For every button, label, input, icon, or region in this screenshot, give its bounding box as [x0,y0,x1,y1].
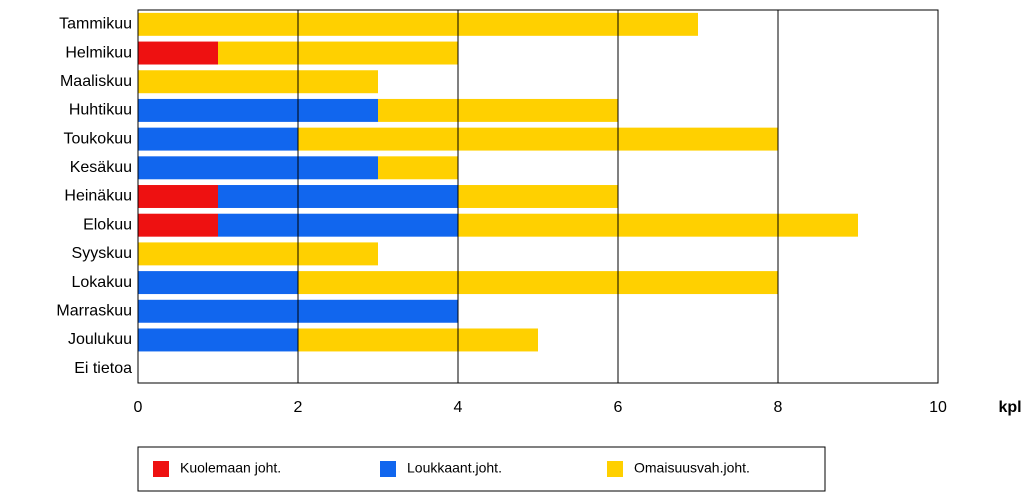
bar-segment [138,98,378,122]
x-tick-label: 2 [294,399,303,416]
bar-segment [138,271,298,295]
y-tick-label: Tammikuu [59,16,132,33]
bar-segment [458,213,858,237]
bar-segment [138,242,378,266]
x-axis-label: kpl [998,399,1021,416]
x-tick-label: 0 [134,399,143,416]
legend-label: Loukkaant.joht. [407,460,502,476]
bar-segment [138,156,378,180]
plot-border [137,9,939,384]
bar-segment [138,70,378,94]
legend-swatch [153,461,169,477]
bar-segment [298,127,778,151]
x-tick-label: 8 [774,399,783,416]
bar-segment [378,156,458,180]
x-tick-label: 6 [614,399,623,416]
y-tick-label: Marraskuu [56,302,132,319]
y-tick-label: Lokakuu [72,274,133,291]
bar-segment [138,185,218,208]
bar-segment [218,185,458,208]
y-tick-label: Huhtikuu [69,102,132,119]
bar-segment [218,41,458,65]
y-tick-label: Kesäkuu [70,159,132,176]
x-tick-label: 4 [454,399,463,416]
y-tick-label: Joulukuu [68,331,132,348]
bar-segment [138,127,298,151]
legend-label: Kuolemaan joht. [180,460,281,476]
legend-box [137,446,826,492]
y-tick-label: Helmikuu [65,44,132,61]
y-tick-label: Elokuu [83,216,132,233]
y-tick-label: Ei tietoa [74,360,132,377]
x-tick-label: 10 [929,399,947,416]
legend-label: Omaisuusvah.joht. [634,460,750,476]
bar-segment [298,328,538,352]
y-tick-label: Syyskuu [72,245,132,262]
bar-segment [298,271,778,295]
bar-segment [378,98,618,122]
bar-segment [138,41,218,65]
legend-swatch [380,461,396,477]
bar-segment [138,328,298,352]
bar-segment [138,213,218,237]
bar-segment [458,185,618,208]
y-tick-label: Toukokuu [64,130,133,147]
legend-swatch [607,461,623,477]
y-tick-label: Heinäkuu [64,188,132,205]
bar-segment [218,213,458,237]
y-tick-label: Maaliskuu [60,73,132,90]
bar-segment [138,12,698,36]
